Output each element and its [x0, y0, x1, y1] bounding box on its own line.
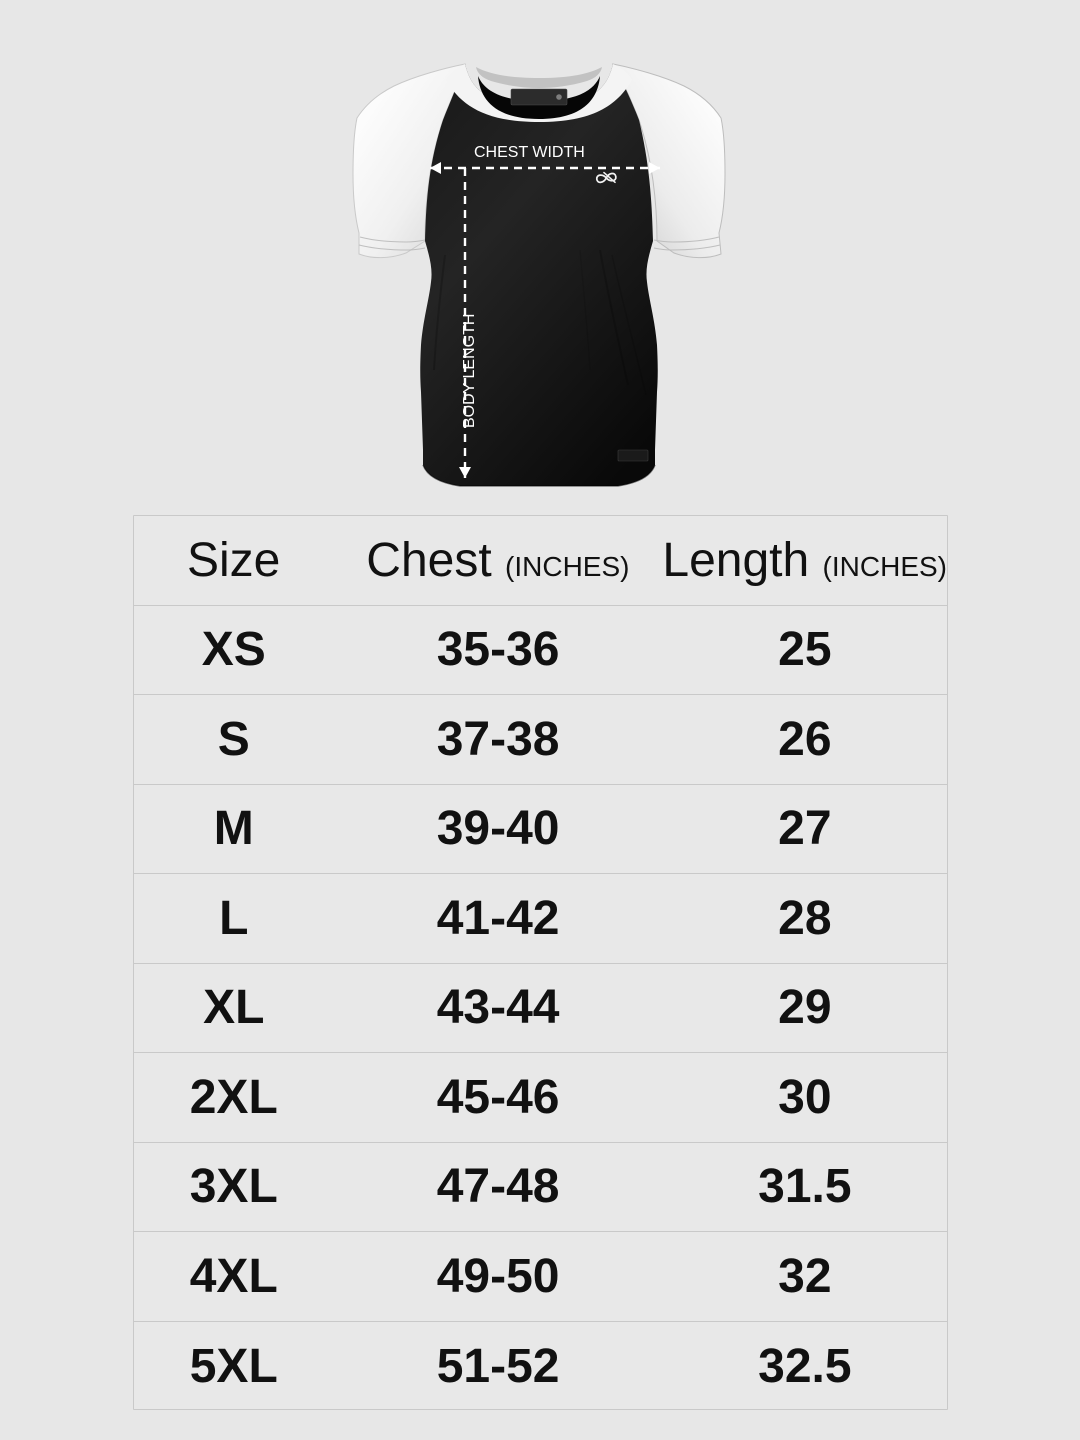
svg-text:CHEST WIDTH: CHEST WIDTH — [474, 144, 585, 161]
svg-text:BODY LENGTH: BODY LENGTH — [461, 314, 478, 428]
